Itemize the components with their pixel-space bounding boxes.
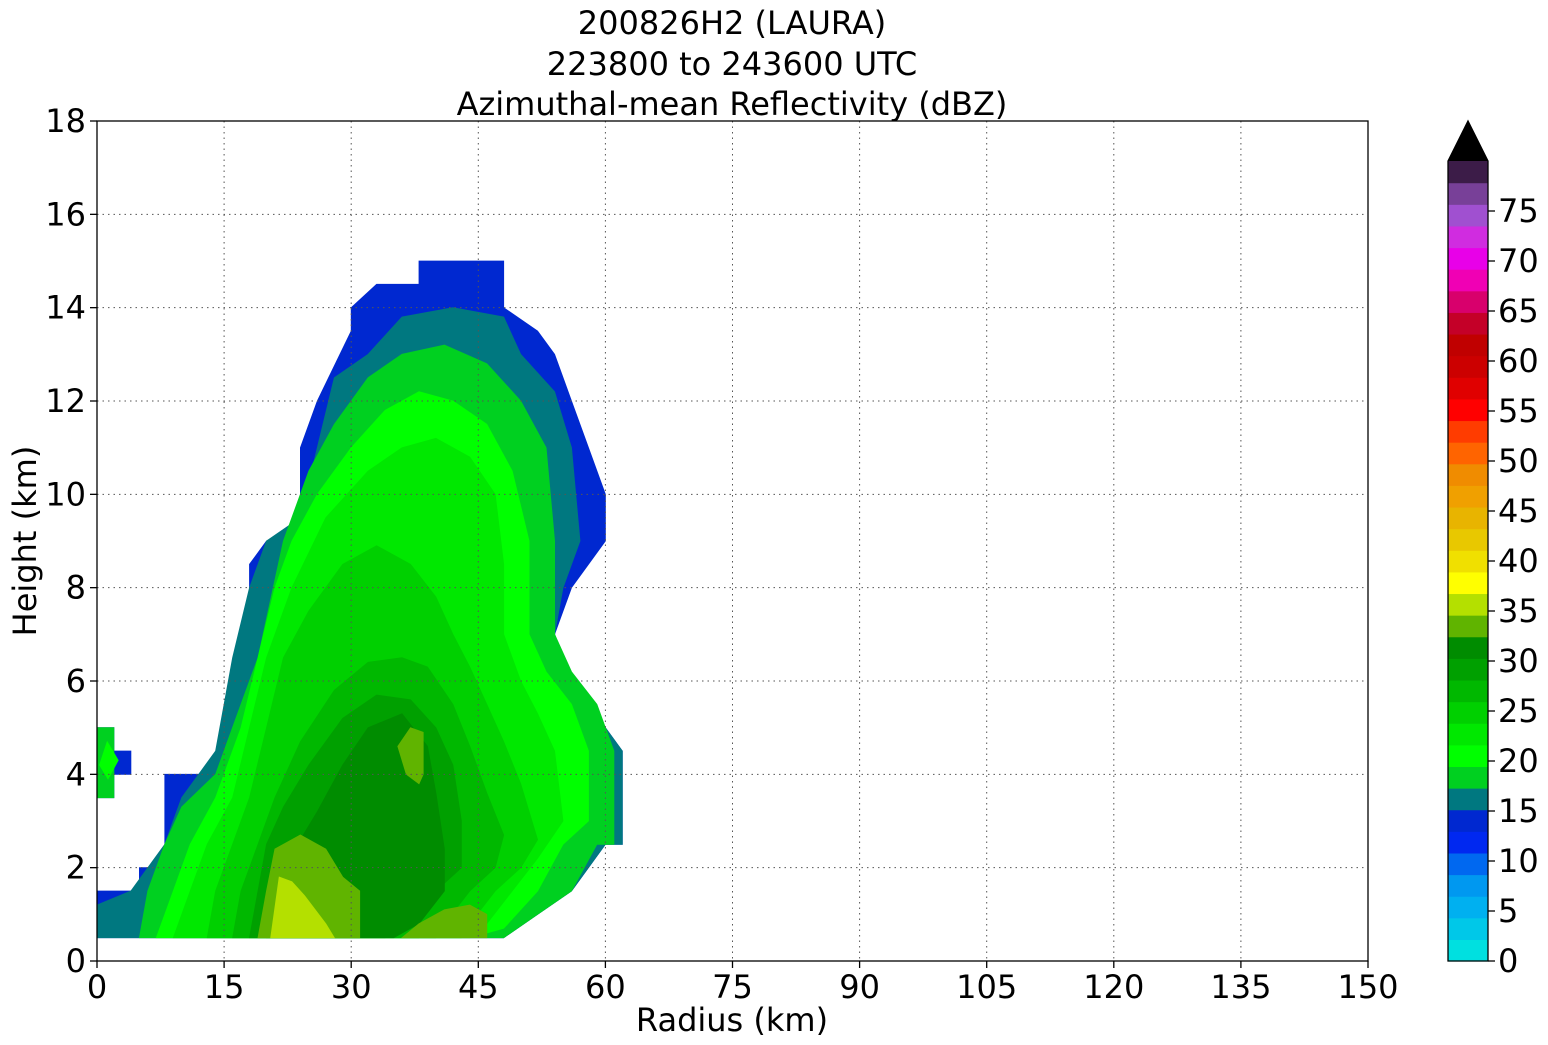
colorbar-tick-label: 45 xyxy=(1498,492,1539,530)
colorbar-swatch xyxy=(1448,204,1488,227)
x-tick-label: 120 xyxy=(1083,968,1144,1006)
colorbar-swatch xyxy=(1448,809,1488,832)
colorbar-swatch xyxy=(1448,636,1488,659)
colorbar-swatch xyxy=(1448,420,1488,443)
colorbar-tick-label: 35 xyxy=(1498,592,1539,630)
colorbar-swatch xyxy=(1448,831,1488,854)
colorbar-swatch xyxy=(1448,377,1488,400)
colorbar-swatch xyxy=(1448,874,1488,897)
colorbar-swatch xyxy=(1448,917,1488,940)
y-tick-label: 16 xyxy=(45,195,86,233)
colorbar-swatch xyxy=(1448,398,1488,422)
x-tick-label: 90 xyxy=(839,968,880,1006)
colorbar-tick-label: 60 xyxy=(1498,342,1539,380)
contour-layer xyxy=(96,260,623,939)
colorbar: 0 5 10 15 20 25 30 35 40 45 50 55 60 65 70 75 xyxy=(1447,119,1539,980)
y-tick-label: 2 xyxy=(66,849,86,887)
x-tick-label: 135 xyxy=(1210,968,1271,1006)
colorbar-swatch xyxy=(1448,679,1488,703)
colorbar-tick-label: 50 xyxy=(1498,442,1539,480)
plot-area xyxy=(96,120,1369,962)
y-axis: 0 2 4 6 8 10 12 14 16 18 xyxy=(45,102,97,980)
colorbar-swatch xyxy=(1448,939,1488,962)
chart-title-line-3: Azimuthal-mean Reflectivity (dBZ) xyxy=(457,85,1008,123)
colorbar-swatch xyxy=(1448,528,1488,551)
colorbar-swatch xyxy=(1448,225,1488,249)
x-tick-label: 15 xyxy=(204,968,245,1006)
colorbar-swatch xyxy=(1448,723,1488,746)
x-tick-label: 30 xyxy=(331,968,372,1006)
colorbar-swatch xyxy=(1448,766,1488,789)
colorbar-frame xyxy=(1447,119,1489,962)
colorbar-swatch xyxy=(1448,896,1488,919)
colorbar-tick-label: 15 xyxy=(1498,792,1539,830)
colorbar-swatch xyxy=(1448,788,1488,811)
colorbar-tick-label: 20 xyxy=(1498,742,1539,780)
contour-region-20.1dbz xyxy=(99,740,119,780)
colorbar-swatch xyxy=(1448,550,1488,573)
x-tick-label: 75 xyxy=(712,968,753,1006)
contour-region-35.1dbz xyxy=(400,904,488,939)
colorbar-swatch xyxy=(1448,355,1488,378)
colorbar-swatch xyxy=(1448,571,1488,595)
y-tick-label: 0 xyxy=(66,942,86,980)
x-tick-label: 0 xyxy=(87,968,107,1006)
y-tick-label: 12 xyxy=(45,382,86,420)
x-tick-label: 150 xyxy=(1337,968,1398,1006)
y-tick-label: 6 xyxy=(66,662,86,700)
colorbar-swatch xyxy=(1448,182,1488,205)
colorbar-swatch xyxy=(1448,615,1488,638)
colorbar-swatch xyxy=(1448,852,1488,876)
colorbar-swatch xyxy=(1448,593,1488,616)
colorbar-swatch xyxy=(1448,312,1488,335)
y-tick-label: 8 xyxy=(66,569,86,607)
colorbar-tick-label: 70 xyxy=(1498,242,1539,280)
colorbar-swatch xyxy=(1448,161,1488,184)
contour-region-37.5dbz xyxy=(270,876,336,939)
colorbar-swatch xyxy=(1448,744,1488,768)
colorbar-tick-label: 25 xyxy=(1498,692,1539,730)
colorbar-swatch xyxy=(1448,658,1488,681)
x-tick-label: 60 xyxy=(585,968,626,1006)
y-tick-label: 18 xyxy=(45,102,86,140)
colorbar-tick-label: 65 xyxy=(1498,292,1539,330)
colorbar-swatch xyxy=(1448,269,1488,292)
chart-title: 200826H2 (LAURA) 223800 to 243600 UTC Az… xyxy=(457,4,1008,123)
colorbar-tick-label: 30 xyxy=(1498,642,1539,680)
x-axis: 0 15 30 45 60 75 90 105 120 135 150 xyxy=(87,961,1399,1006)
colorbar-swatch xyxy=(1448,333,1488,357)
colorbar-extend-arrow xyxy=(1448,121,1488,161)
colorbar-tick-label: 10 xyxy=(1498,842,1539,880)
chart-title-line-2: 223800 to 243600 UTC xyxy=(547,45,917,83)
colorbar-tick-label: 5 xyxy=(1498,892,1518,930)
chart-title-line-1: 200826H2 (LAURA) xyxy=(578,4,886,42)
y-tick-label: 4 xyxy=(66,755,86,793)
grid-layer xyxy=(97,121,1368,961)
y-tick-label: 14 xyxy=(45,289,86,327)
colorbar-tick-label: 75 xyxy=(1498,192,1539,230)
x-axis-label: Radius (km) xyxy=(636,1001,828,1039)
colorbar-swatch xyxy=(1448,701,1488,724)
colorbar-tick-label: 55 xyxy=(1498,392,1539,430)
colorbar-swatch xyxy=(1448,485,1488,508)
x-tick-label: 105 xyxy=(956,968,1017,1006)
colorbar-swatch xyxy=(1448,290,1488,313)
colorbar-swatch xyxy=(1448,463,1488,486)
colorbar-tick-label: 40 xyxy=(1498,542,1539,580)
x-tick-label: 45 xyxy=(458,968,499,1006)
colorbar-swatch xyxy=(1448,247,1488,270)
y-tick-label: 10 xyxy=(45,475,86,513)
colorbar-swatch xyxy=(1448,506,1488,530)
colorbar-tick-label: 0 xyxy=(1498,942,1518,980)
colorbar-swatch xyxy=(1448,442,1488,465)
y-axis-label: Height (km) xyxy=(6,446,44,637)
